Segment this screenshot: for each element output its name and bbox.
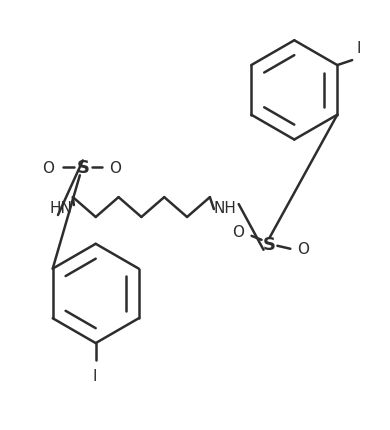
Text: NH: NH [213,200,236,215]
Text: I: I [92,368,97,383]
Text: O: O [232,225,244,240]
Text: O: O [42,160,54,175]
Text: S: S [76,159,89,177]
Text: HN: HN [50,200,73,215]
Text: O: O [110,160,122,175]
Text: O: O [297,242,309,257]
Text: I: I [356,41,361,56]
Text: S: S [263,235,276,253]
